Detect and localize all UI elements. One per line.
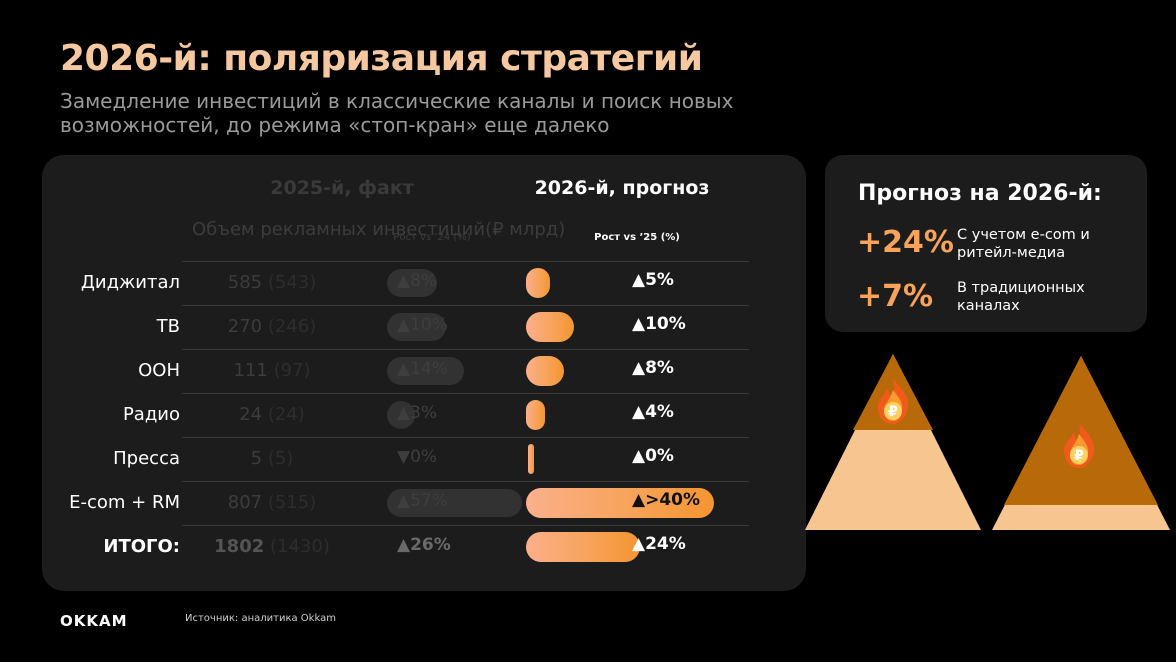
volume-cell: 807 (515) [192, 492, 352, 513]
pyramid-total: ₽ [992, 356, 1170, 530]
volume-2025: 24 [239, 404, 263, 425]
svg-text:₽: ₽ [888, 404, 898, 420]
header-2026-forecast: 2026-й, прогноз [534, 177, 710, 199]
growth-2026-bar [528, 444, 534, 474]
okkam-logo: OKKAM [60, 612, 128, 630]
subheader-growth-fact: Рост vs ’24 (%) [393, 232, 471, 243]
growth-2025-label: ▲3% [397, 403, 438, 423]
volume-2024: (246) [262, 316, 317, 337]
forecast-desc-total: С учетом e-com и ритейл-медиа [957, 227, 1090, 261]
svg-text:₽: ₽ [1074, 448, 1084, 464]
volume-2024: (515) [262, 492, 317, 513]
volume-2025: 807 [227, 492, 263, 513]
table-row: ООН 111 (97) ▲14% ▲8% [42, 349, 806, 393]
growth-2026-label: ▲5% [632, 270, 674, 290]
volume-2024: (5) [262, 448, 294, 469]
growth-2025-bar [387, 401, 415, 429]
growth-2026-label: ▲10% [632, 314, 686, 334]
row-divider [182, 349, 749, 350]
category-label: ООН [138, 360, 180, 381]
volume-cell: 1802 (1430) [192, 536, 352, 557]
row-divider [182, 393, 749, 394]
category-label: Пресса [113, 448, 180, 469]
flame-ruble-icon: ₽ [1064, 422, 1095, 468]
growth-2025-label: ▲26% [397, 535, 451, 555]
forecast-value-total: +24% [857, 225, 954, 260]
growth-2025-label: ▲8% [397, 271, 438, 291]
growth-2026-bar [526, 488, 714, 518]
page-subtitle: Замедление инвестиций в классические кан… [60, 89, 734, 137]
volume-2025: 111 [233, 360, 268, 381]
volume-cell: 585 (543) [192, 272, 352, 293]
row-divider [182, 305, 749, 306]
volume-2025: 585 [227, 272, 263, 293]
growth-2025-bar [387, 269, 437, 297]
flame-ruble-icon: ₽ [878, 378, 909, 424]
forecast-desc-traditional: В традиционных каналах [957, 280, 1085, 314]
table-row: Пресса 5 (5) ▼0% ▲0% [42, 437, 806, 481]
forecast-card: Прогноз на 2026-й: +24% С учетом e-com и… [825, 155, 1147, 332]
subheader-growth-forecast: Рост vs ’25 (%) [594, 232, 680, 243]
table-row: Диджитал 585 (543) ▲8% ▲5% [42, 261, 806, 305]
pyramid-base [805, 354, 981, 530]
header-2025-fact: 2025-й, факт [270, 177, 414, 199]
data-table-panel: 2025-й, факт 2026-й, прогноз Объем рекла… [42, 155, 806, 591]
growth-2026-label: ▲4% [632, 402, 674, 422]
growth-2025-label: ▲57% [397, 491, 448, 511]
category-label: ТВ [156, 316, 180, 337]
source-note: Источник: аналитика Okkam [185, 613, 336, 624]
volume-cell: 111 (97) [192, 360, 352, 381]
volume-2024: (24) [262, 404, 305, 425]
table-row: ТВ 270 (246) ▲10% ▲10% [42, 305, 806, 349]
growth-2026-label: ▲0% [632, 446, 674, 466]
growth-2025-bar [387, 489, 522, 517]
row-divider [182, 261, 749, 262]
growth-2026-label: ▲>40% [632, 490, 701, 510]
growth-2026-bar [526, 356, 564, 386]
category-label: ИТОГО: [103, 536, 180, 557]
table-row: E-com + RM 807 (515) ▲57% ▲>40% [42, 481, 806, 525]
growth-2026-label: ▲24% [632, 534, 686, 554]
forecast-value-traditional: +7% [857, 279, 934, 314]
volume-2025: 1802 [214, 536, 265, 557]
growth-2026-bar [526, 268, 550, 298]
volume-cell: 24 (24) [192, 404, 352, 425]
growth-2026-label: ▲8% [632, 358, 674, 378]
growth-2025-label: ▼0% [397, 447, 438, 467]
growth-2025-bar [387, 313, 446, 341]
row-divider [182, 437, 749, 438]
subheader-volume: Объем рекламных инвестиций(₽ млрд) [192, 219, 566, 240]
growth-2025-bar [387, 357, 464, 385]
table-row: Радио 24 (24) ▲3% ▲4% [42, 393, 806, 437]
volume-2024: (543) [262, 272, 317, 293]
volume-2025: 270 [227, 316, 263, 337]
category-label: E-com + RM [69, 492, 180, 513]
category-label: Диджитал [80, 272, 180, 293]
growth-2025-label: ▲10% [397, 315, 448, 335]
pyramid-traditional: ₽ [805, 354, 981, 530]
volume-cell: 270 (246) [192, 316, 352, 337]
row-divider [182, 525, 749, 526]
table-row: ИТОГО: 1802 (1430) ▲26% ▲24% [42, 525, 806, 569]
growth-2026-bar [526, 532, 640, 562]
row-divider [182, 481, 749, 482]
volume-2025: 5 [250, 448, 263, 469]
growth-2025-label: ▲14% [397, 359, 448, 379]
volume-cell: 5 (5) [192, 448, 352, 469]
volume-2024: (1430) [264, 536, 330, 557]
growth-2026-bar [526, 312, 574, 342]
volume-2024: (97) [267, 360, 311, 381]
forecast-title: Прогноз на 2026-й: [858, 181, 1102, 206]
page-title: 2026-й: поляризация стратегий [60, 38, 703, 79]
growth-2026-bar [526, 400, 545, 430]
category-label: Радио [122, 404, 180, 425]
